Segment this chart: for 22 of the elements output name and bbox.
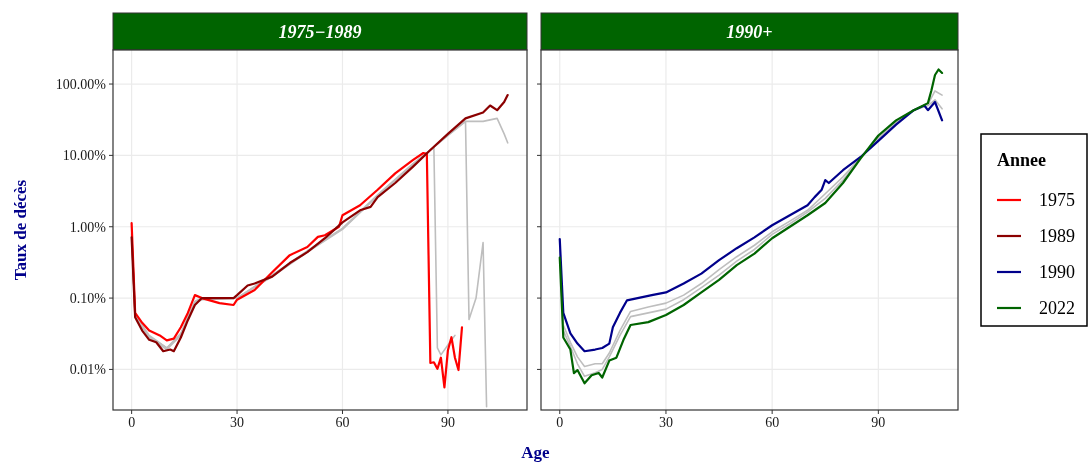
x-tick-label: 30 <box>658 415 673 430</box>
x-tick-label: 30 <box>230 415 245 430</box>
chart-title: 1975−1989 <box>278 21 362 42</box>
x-tick-label: 60 <box>335 415 350 430</box>
y-axis-title: Taux de décès <box>11 179 30 281</box>
x-tick-label: 0 <box>556 415 564 430</box>
x-tick-label: 90 <box>440 415 455 430</box>
legend-title: Annee <box>997 150 1047 170</box>
y-tick-label: 0.01% <box>69 362 107 378</box>
y-tick-label: 10.00% <box>62 148 107 164</box>
chart-title: 1990+ <box>726 21 773 42</box>
legend-label: 1990 <box>1039 262 1075 282</box>
y-tick-label: 1.00% <box>69 219 107 235</box>
x-axis-title: Age <box>521 443 551 462</box>
x-tick-label: 0 <box>128 415 136 430</box>
legend-label: 1989 <box>1039 226 1075 246</box>
legend-label: 1975 <box>1039 190 1075 210</box>
y-tick-label: 100.00% <box>55 77 107 93</box>
x-tick-label: 60 <box>765 415 780 430</box>
legend-label: 2022 <box>1039 298 1075 318</box>
y-tick-label: 0.10% <box>69 291 107 307</box>
x-tick-label: 90 <box>871 415 886 430</box>
